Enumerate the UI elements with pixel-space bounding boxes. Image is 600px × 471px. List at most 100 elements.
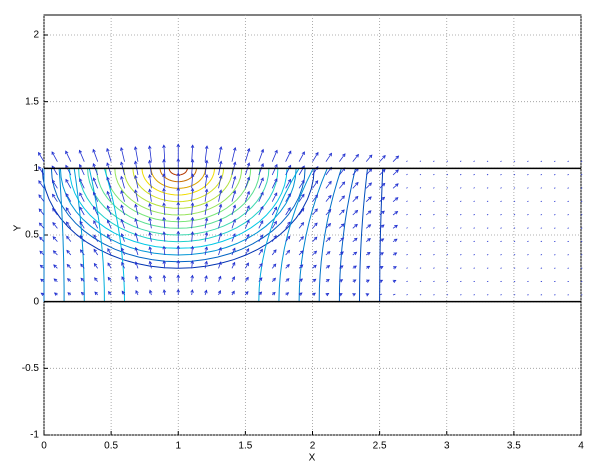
quiver-arrow (204, 203, 208, 216)
quiver-head (106, 176, 110, 181)
quiver-head (162, 260, 167, 264)
contour-line (103, 168, 125, 302)
quiver-head (134, 203, 138, 208)
quiver-head (328, 194, 332, 199)
quiver-head (393, 266, 397, 270)
quiver-head (341, 209, 345, 214)
quiver-head (245, 262, 249, 267)
quiver-arrow (135, 247, 139, 256)
quiver-head (313, 250, 318, 255)
quiver-head (38, 194, 42, 198)
quiver-head (355, 153, 359, 158)
quiver-arrow (52, 194, 58, 202)
quiver-head (232, 247, 236, 252)
quiver-head (366, 265, 371, 270)
quiver-head (245, 248, 250, 252)
quiver-head (274, 192, 278, 197)
y-tick-label: 0 (33, 296, 39, 307)
quiver-head (246, 176, 251, 181)
quiver-arrow (231, 190, 236, 202)
quiver-head (176, 201, 181, 206)
quiver-head (107, 276, 112, 281)
quiver-head (52, 207, 56, 212)
quiver-arrow (66, 221, 72, 229)
quiver-arrow (325, 181, 332, 189)
quiver-arrow (149, 189, 152, 202)
quiver-arrow (379, 183, 386, 189)
quiver-arrow (473, 200, 475, 203)
quiver-arrow (106, 148, 112, 162)
quiver-arrow (312, 208, 318, 216)
quiver-head (120, 247, 125, 252)
quiver-head (120, 190, 124, 194)
quiver-arrow (231, 233, 236, 242)
quiver-arrow (120, 190, 125, 202)
quiver-arrow (218, 218, 222, 229)
quiver-arrow (258, 149, 264, 162)
quiver-arrow (245, 205, 250, 216)
quiver-arrow (245, 220, 250, 229)
quiver-head (51, 179, 56, 184)
quiver-arrow (446, 173, 449, 176)
quiver-arrow (339, 167, 346, 176)
quiver-head (286, 263, 290, 268)
quiver-arrow (285, 179, 291, 189)
quiver-arrow (258, 163, 264, 176)
quiver-arrow (352, 224, 358, 229)
quiver-arrow (312, 250, 317, 256)
quiver-arrow (285, 235, 291, 242)
quiver-arrow (540, 187, 543, 189)
quiver-arrow (473, 173, 475, 176)
quiver-head (135, 290, 139, 294)
quiver-head (395, 169, 399, 173)
quiver-arrow (271, 150, 278, 162)
quiver-head (338, 293, 343, 297)
quiver-head (40, 278, 44, 283)
quiver-head (312, 292, 316, 297)
quiver-head (314, 208, 318, 213)
quiver-arrow (352, 154, 359, 162)
quiver-head (260, 148, 265, 153)
contour-line (379, 168, 384, 302)
quiver-head (66, 249, 70, 254)
quiver-arrow (446, 200, 449, 202)
quiver-head (148, 217, 152, 222)
quiver-arrow (149, 232, 152, 242)
quiver-head (204, 217, 209, 222)
quiver-arrow (580, 160, 583, 163)
quiver-arrow (513, 160, 516, 163)
quiver-head (66, 263, 71, 268)
quiver-arrow (459, 173, 462, 176)
quiver-arrow (527, 187, 529, 189)
quiver-arrow (580, 214, 583, 216)
quiver-head (301, 193, 305, 198)
quiver-arrow (191, 246, 193, 256)
quiver-arrow (285, 250, 290, 256)
quiver-arrow (218, 247, 222, 256)
quiver-arrow (191, 174, 194, 189)
quiver-head (368, 182, 372, 186)
quiver-arrow (339, 181, 345, 189)
quiver-arrow (51, 165, 58, 176)
quiver-arrow (392, 225, 398, 229)
quiver-arrow (433, 267, 435, 269)
quiver-arrow (258, 249, 263, 256)
quiver-arrow (218, 276, 222, 282)
quiver-head (176, 245, 181, 249)
quiver-head (312, 278, 317, 283)
quiver-arrow (218, 146, 222, 162)
quiver-head (107, 248, 111, 252)
quiver-head (120, 218, 124, 223)
quiver-head (393, 252, 398, 256)
quiver-head (381, 182, 386, 187)
quiver-head (219, 146, 223, 150)
quiver-arrow (567, 214, 569, 216)
x-tick-label: 3 (444, 441, 450, 452)
quiver-head (218, 174, 223, 179)
quiver-arrow (446, 160, 449, 162)
quiver-arrow (53, 250, 58, 256)
contour-line (78, 168, 279, 243)
quiver-head (134, 261, 139, 266)
quiver-arrow (38, 152, 45, 162)
quiver-head (162, 231, 166, 235)
